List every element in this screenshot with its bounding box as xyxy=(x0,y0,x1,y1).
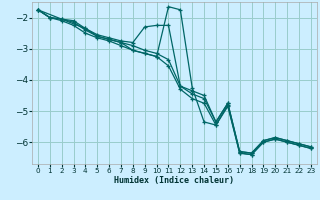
X-axis label: Humidex (Indice chaleur): Humidex (Indice chaleur) xyxy=(115,176,234,185)
